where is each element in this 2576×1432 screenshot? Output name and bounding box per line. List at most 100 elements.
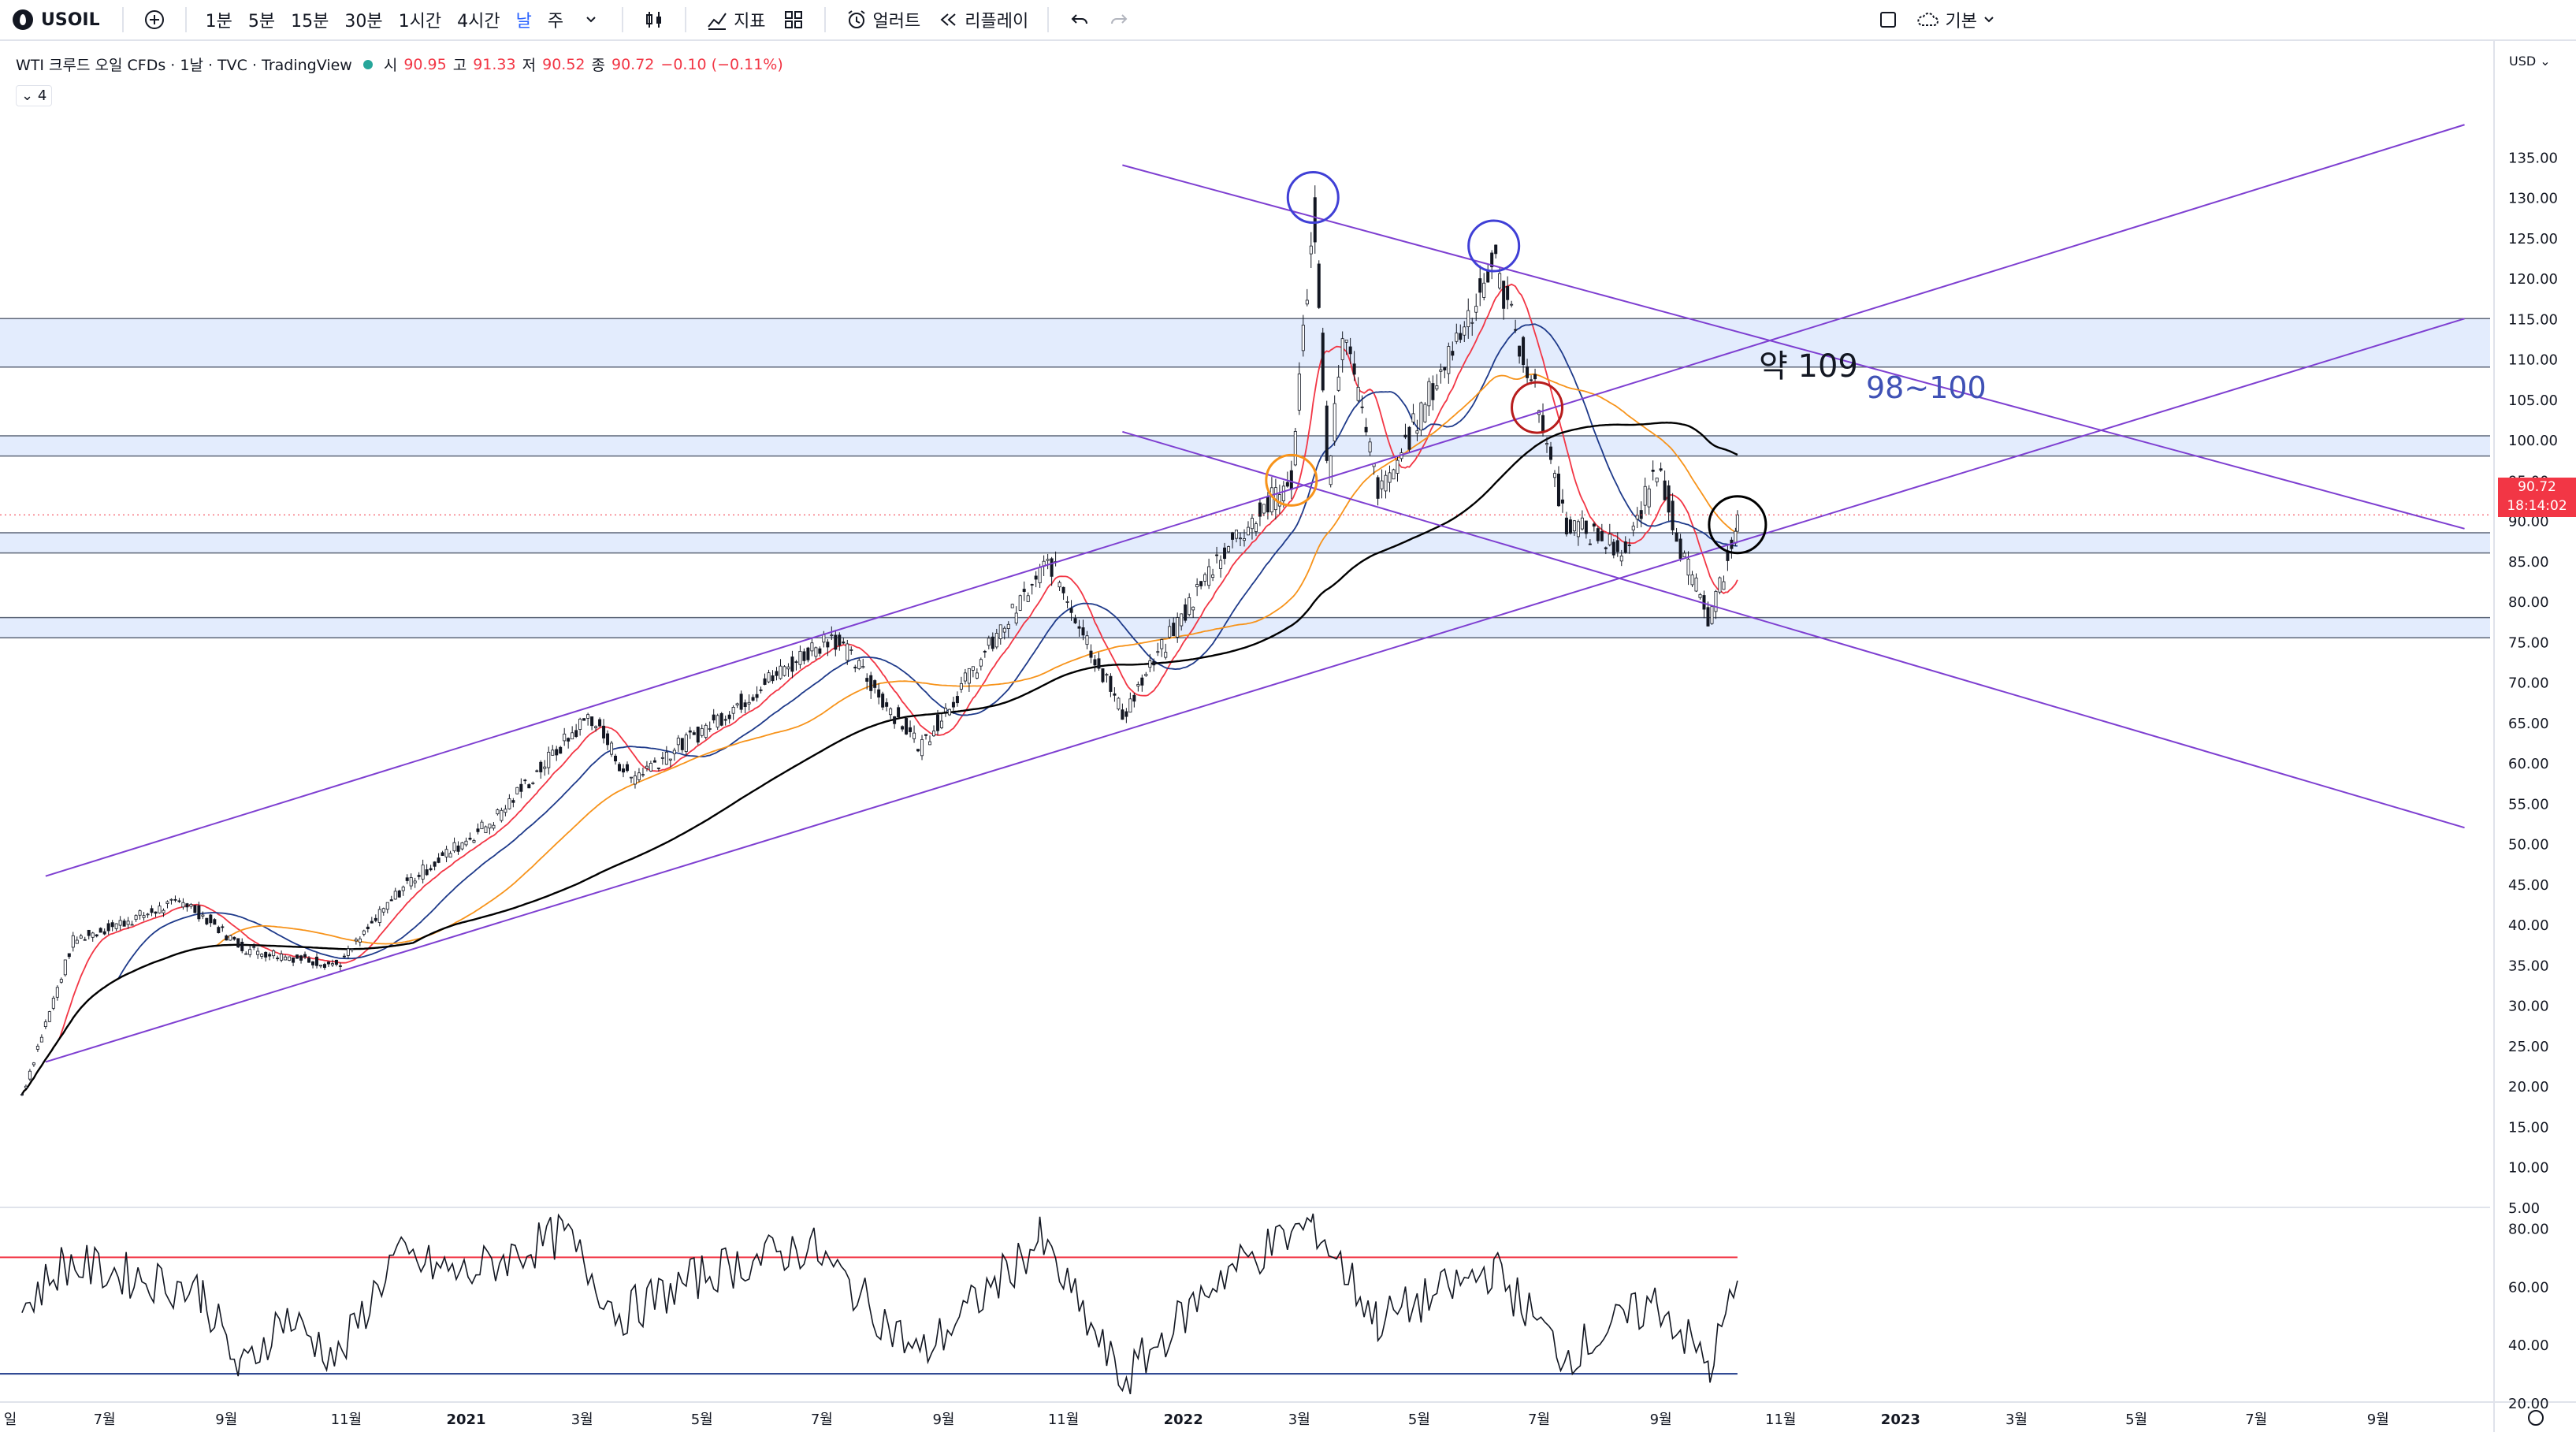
time-tick-label: 5월	[691, 1412, 713, 1428]
candle-up	[492, 824, 496, 829]
moving-averages	[20, 283, 1738, 1095]
bar-countdown: 18:14:02	[2507, 498, 2567, 514]
time-tick-label: 11월	[1765, 1412, 1796, 1428]
candle-up	[563, 733, 567, 742]
candle-down	[1124, 711, 1128, 717]
interval-4h[interactable]: 4시간	[457, 12, 500, 32]
candle-up	[1419, 402, 1423, 431]
candle-down	[1223, 547, 1227, 560]
candle-down	[901, 726, 905, 730]
candle-down	[574, 730, 578, 737]
candle-down	[951, 701, 955, 708]
candle-down	[221, 926, 225, 928]
redo-button[interactable]	[1099, 0, 1139, 40]
separator	[685, 7, 687, 32]
interval-30m[interactable]: 30분	[344, 12, 383, 32]
interval-dropdown[interactable]	[571, 0, 611, 40]
symbol-search[interactable]: USOIL	[0, 0, 111, 40]
candle-up	[704, 724, 708, 738]
price-tick-label: 50.00	[2508, 837, 2549, 854]
candle-down	[1518, 345, 1522, 357]
candle-down	[1325, 405, 1329, 461]
candle-down	[1663, 480, 1667, 500]
candle-up	[401, 887, 405, 891]
price-tick-label: 45.00	[2508, 877, 2549, 894]
price-tick-label: 110.00	[2508, 352, 2558, 369]
trendline	[45, 318, 2465, 1063]
time-tick-label: 2022	[1164, 1412, 1203, 1428]
candle-down	[1317, 263, 1321, 308]
interval-1h[interactable]: 1시간	[398, 12, 442, 32]
zone-annotation[interactable]: 98~100	[1866, 370, 1987, 405]
interval-1m[interactable]: 1분	[205, 12, 232, 32]
interval-5m[interactable]: 5분	[247, 12, 276, 32]
alert-button[interactable]: 얼러트	[837, 0, 929, 40]
fullscreen-button[interactable]	[1868, 0, 1908, 40]
candle-up	[1635, 515, 1639, 520]
candle-up	[1085, 635, 1089, 645]
horizontal-zones[interactable]	[0, 318, 2490, 638]
templates-button[interactable]	[774, 0, 813, 40]
candle-down	[1478, 278, 1482, 293]
candle-down	[1522, 337, 1526, 366]
trendlines[interactable]	[45, 124, 2465, 1063]
candle-down	[618, 764, 622, 772]
interval-week[interactable]: 주	[547, 12, 564, 32]
candle-up	[633, 776, 637, 785]
layout-button[interactable]: 기본	[1908, 0, 2009, 40]
candle-up	[1168, 626, 1172, 638]
candle-down	[1285, 482, 1289, 487]
candle-down	[1140, 677, 1144, 686]
compare-button[interactable]	[135, 0, 174, 40]
candle-down	[1022, 589, 1026, 592]
price-tick-label: 10.00	[2508, 1160, 2549, 1177]
chart-canvas[interactable]: 135.00 130.00 125.00 120.00 115.00 110.00 105.…	[0, 41, 2576, 1432]
candle-down	[838, 634, 842, 646]
indicators-button[interactable]: 지표	[697, 0, 773, 40]
indicators-toggle[interactable]: ⌄ 4	[16, 85, 53, 106]
candle-up	[39, 1036, 43, 1043]
candle-down	[1289, 470, 1293, 490]
candle-down	[696, 727, 700, 743]
candle-down	[102, 931, 106, 935]
candle-up	[708, 728, 712, 730]
chart-type-button[interactable]	[634, 0, 674, 40]
indicators-icon	[708, 13, 727, 30]
interval-day[interactable]: 날	[515, 12, 532, 32]
candle-up	[943, 708, 947, 712]
legend-title: WTI 크루드 오일 CFDs · 1날 · TVC · TradingView	[16, 57, 352, 74]
candle-up	[1368, 441, 1372, 452]
candle-down	[1678, 538, 1682, 559]
candle-up	[979, 659, 983, 667]
candle-down	[743, 702, 747, 708]
marker-circles[interactable]	[1265, 171, 1768, 555]
candle-up	[1156, 651, 1160, 653]
candle-up	[448, 853, 452, 858]
undo-button[interactable]	[1060, 0, 1099, 40]
candle-up	[1227, 546, 1231, 552]
candle-down	[95, 934, 99, 937]
candle-down	[1541, 415, 1545, 433]
level-annotation[interactable]: 약 109	[1759, 348, 1858, 385]
candle-down	[865, 678, 869, 682]
candle-up	[1690, 575, 1694, 586]
candle-down	[1623, 541, 1627, 553]
marker-circle	[1286, 171, 1340, 225]
candle-up	[75, 939, 79, 944]
trendline	[1122, 430, 2465, 829]
candle-up	[822, 634, 826, 643]
time-tick-label: 9월	[2367, 1412, 2389, 1428]
replay-button[interactable]: 리플레이	[928, 0, 1036, 40]
candle-up	[1269, 487, 1273, 512]
currency-label: USD	[2509, 54, 2537, 69]
time-tick-label: 7월	[2245, 1412, 2267, 1428]
candle-up	[1239, 537, 1243, 540]
candle-up	[1580, 517, 1584, 530]
price-tick-label: 55.00	[2508, 796, 2549, 813]
candle-up	[162, 909, 165, 913]
chart-grid	[0, 41, 2576, 1432]
interval-15m[interactable]: 15분	[291, 12, 329, 32]
currency-selector[interactable]: USD ⌄	[2509, 54, 2551, 69]
candle-up	[1046, 559, 1050, 561]
candle-up	[138, 910, 142, 916]
